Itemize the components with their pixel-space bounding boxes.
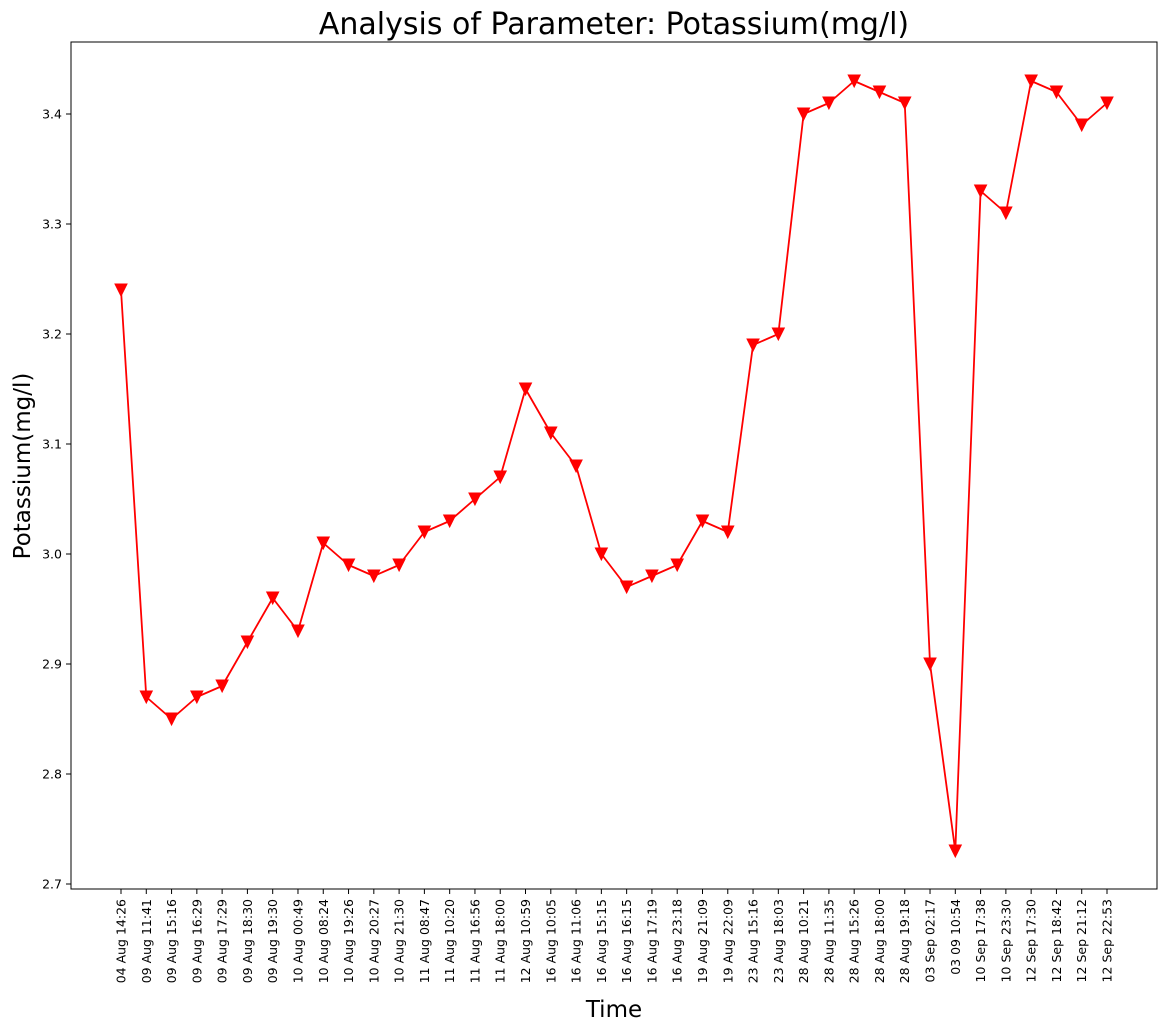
data-point-marker bbox=[518, 382, 533, 397]
y-axis: 2.7 2.8 2.9 3.0 3.1 3.2 3.3 3.4 bbox=[42, 107, 71, 892]
y-tick-label: 3.0 bbox=[42, 547, 62, 562]
x-axis: 04 Aug 14:26 09 Aug 11:41 09 Aug 15:16 09 A… bbox=[114, 889, 1115, 983]
x-tick-label: 28 Aug 10:21 bbox=[796, 899, 811, 983]
data-point-marker bbox=[695, 514, 710, 529]
x-tick-label: 11 Aug 10:20 bbox=[442, 899, 457, 983]
x-axis-title: Time bbox=[585, 997, 642, 1023]
data-point-marker bbox=[670, 558, 685, 573]
data-point-marker bbox=[291, 624, 305, 639]
x-tick-label: 19 Aug 22:09 bbox=[720, 899, 735, 983]
x-tick-label: 28 Aug 11:35 bbox=[821, 899, 836, 983]
data-point-marker bbox=[139, 690, 154, 705]
x-tick-label: 12 Sep 17:30 bbox=[1024, 899, 1039, 982]
data-point-marker bbox=[847, 74, 861, 89]
x-tick-label: 16 Aug 17:19 bbox=[644, 899, 659, 983]
x-tick-label: 03 Sep 02:17 bbox=[923, 899, 938, 982]
x-tick-label: 10 Aug 00:49 bbox=[290, 899, 305, 983]
series-potassium bbox=[114, 74, 1114, 859]
data-point-marker bbox=[771, 327, 786, 342]
data-point-marker bbox=[1100, 96, 1114, 111]
chart-title: Analysis of Parameter: Potassium(mg/l) bbox=[319, 7, 909, 42]
x-tick-label: 28 Aug 19:18 bbox=[897, 899, 912, 983]
x-tick-label: 16 Aug 23:18 bbox=[670, 899, 685, 983]
data-point-marker bbox=[897, 96, 912, 111]
x-tick-label: 10 Sep 17:38 bbox=[973, 899, 988, 982]
data-point-marker bbox=[720, 525, 735, 540]
x-tick-label: 09 Aug 18:30 bbox=[240, 899, 255, 983]
data-point-marker bbox=[1024, 74, 1038, 89]
data-point-marker bbox=[543, 426, 558, 441]
y-axis-title: Potassium(mg/l) bbox=[10, 373, 36, 560]
x-tick-label: 11 Aug 18:00 bbox=[493, 899, 508, 983]
data-point-marker bbox=[872, 85, 887, 100]
x-tick-label: 09 Aug 19:30 bbox=[265, 899, 280, 983]
data-point-marker bbox=[822, 96, 836, 111]
data-point-marker bbox=[1049, 85, 1064, 100]
x-tick-label: 03 09 10:54 bbox=[948, 899, 963, 975]
data-point-marker bbox=[999, 206, 1013, 221]
x-tick-label: 28 Aug 18:00 bbox=[872, 899, 887, 983]
x-tick-label: 09 Aug 15:16 bbox=[164, 899, 179, 983]
data-point-marker bbox=[417, 525, 432, 540]
data-point-marker bbox=[114, 283, 128, 298]
data-point-marker bbox=[190, 690, 204, 705]
x-tick-label: 19 Aug 21:09 bbox=[695, 899, 710, 983]
x-tick-label: 12 Sep 22:53 bbox=[1100, 899, 1115, 982]
x-tick-label: 10 Sep 23:30 bbox=[998, 899, 1013, 982]
data-point-marker bbox=[569, 459, 583, 474]
data-point-marker bbox=[619, 580, 634, 595]
x-tick-label: 09 Aug 16:29 bbox=[189, 899, 204, 983]
x-tick-label: 16 Aug 11:06 bbox=[569, 899, 584, 983]
y-tick-label: 2.8 bbox=[42, 767, 62, 782]
data-point-marker bbox=[493, 470, 508, 485]
x-tick-label: 10 Aug 19:26 bbox=[341, 899, 356, 983]
plot-area-frame bbox=[70, 41, 1158, 890]
data-point-marker bbox=[341, 558, 356, 573]
x-tick-label: 10 Aug 21:30 bbox=[392, 899, 407, 983]
x-tick-label: 10 Aug 20:27 bbox=[366, 899, 381, 983]
x-tick-label: 12 Sep 21:12 bbox=[1074, 899, 1089, 982]
data-point-marker bbox=[746, 338, 760, 353]
x-tick-label: 16 Aug 10:05 bbox=[543, 899, 558, 983]
x-tick-label: 16 Aug 15:15 bbox=[594, 899, 609, 983]
data-point-marker bbox=[468, 492, 482, 507]
data-point-marker bbox=[923, 657, 937, 672]
y-tick-label: 2.9 bbox=[42, 657, 62, 672]
data-point-marker bbox=[1074, 118, 1089, 133]
y-tick-label: 3.2 bbox=[42, 327, 62, 342]
data-point-marker bbox=[442, 514, 457, 529]
series-line bbox=[120, 80, 1108, 852]
data-point-marker bbox=[392, 558, 406, 573]
x-tick-label: 09 Aug 11:41 bbox=[139, 899, 154, 983]
x-tick-label: 28 Aug 15:26 bbox=[847, 899, 862, 983]
x-tick-label: 16 Aug 16:15 bbox=[619, 899, 634, 983]
data-point-marker bbox=[645, 569, 659, 584]
data-point-marker bbox=[215, 679, 229, 694]
x-tick-label: 12 Sep 18:42 bbox=[1049, 899, 1064, 982]
y-tick-label: 2.7 bbox=[42, 877, 62, 892]
x-tick-label: 11 Aug 08:47 bbox=[417, 899, 432, 983]
data-point-marker bbox=[594, 547, 609, 562]
x-tick-label: 12 Aug 10:59 bbox=[518, 899, 533, 983]
data-point-marker bbox=[240, 635, 255, 650]
y-tick-label: 3.1 bbox=[42, 437, 62, 452]
data-point-marker bbox=[367, 569, 381, 584]
x-tick-label: 23 Aug 18:03 bbox=[771, 899, 786, 983]
data-point-marker bbox=[796, 107, 811, 122]
y-tick-label: 3.4 bbox=[42, 107, 62, 122]
data-point-marker bbox=[164, 712, 179, 727]
x-tick-label: 04 Aug 14:26 bbox=[114, 899, 129, 983]
x-tick-label: 09 Aug 17:29 bbox=[215, 899, 230, 983]
data-point-marker bbox=[948, 844, 963, 859]
x-tick-label: 10 Aug 08:24 bbox=[316, 899, 331, 983]
data-point-marker bbox=[973, 184, 988, 199]
y-tick-label: 3.3 bbox=[42, 217, 62, 232]
data-point-marker bbox=[316, 536, 331, 551]
x-tick-label: 11 Aug 16:56 bbox=[467, 899, 482, 983]
data-point-marker bbox=[265, 591, 280, 606]
x-tick-label: 23 Aug 15:16 bbox=[746, 899, 761, 983]
